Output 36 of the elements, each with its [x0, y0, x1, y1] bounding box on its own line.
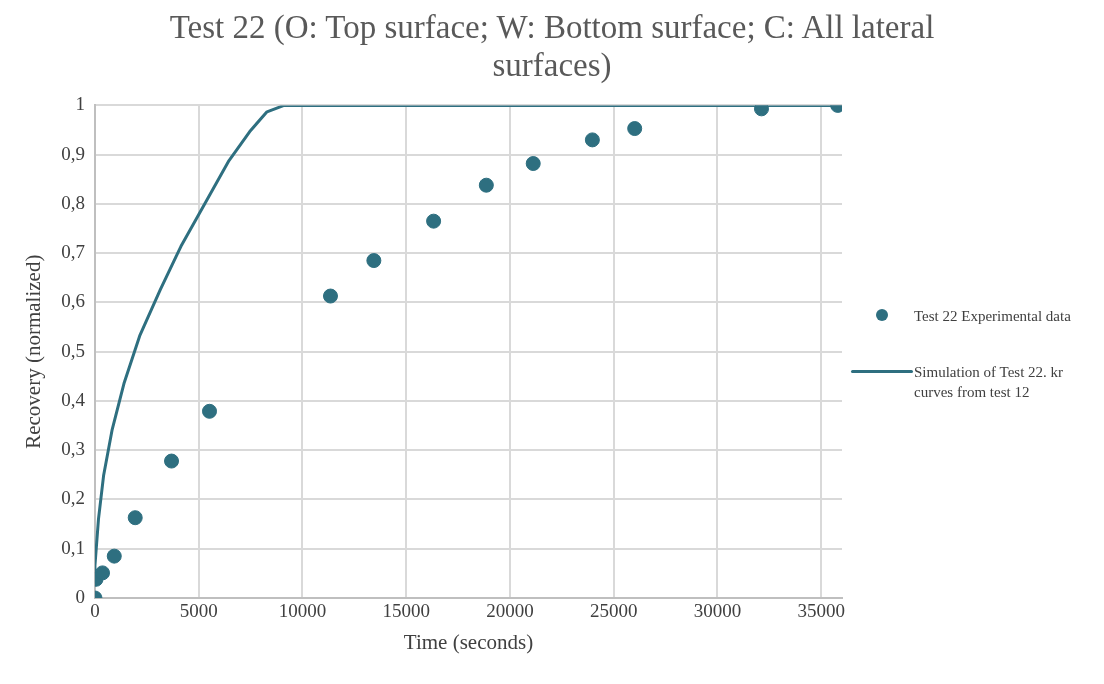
x-tick-label: 20000 — [486, 600, 534, 622]
point — [366, 253, 382, 269]
x-tick-label: 0 — [90, 600, 100, 622]
point — [426, 213, 442, 229]
x-tick-label: 10000 — [278, 600, 327, 622]
x-axis-title: Time (seconds) — [403, 629, 534, 654]
point — [202, 403, 217, 419]
y-tick-label: 0,4 — [61, 388, 86, 410]
x-tick-label: 15000 — [382, 600, 430, 622]
y-tick-label: 0,3 — [61, 438, 85, 460]
x-tick-label: 25000 — [589, 600, 638, 622]
point — [525, 156, 541, 172]
point — [627, 121, 643, 137]
legend-label: Simulation of Test 22. kr curves from test 12 — [914, 363, 1065, 402]
chart-title: Test 22 (O: Top surface; W: Bottom surface; C: All lateral surfaces) — [168, 8, 936, 84]
x-tick-label: 35000 — [797, 600, 845, 622]
y-axis-title: Recovery (normalized) — [21, 254, 46, 449]
x-tick-label: 30000 — [693, 600, 742, 622]
point — [106, 548, 122, 564]
legend-label: Test 22 Experimental data — [914, 307, 1071, 326]
point — [584, 132, 600, 148]
point — [478, 177, 494, 193]
x-tick-label: 5000 — [179, 600, 218, 622]
y-tick-label: 0,8 — [61, 191, 85, 213]
y-tick-label: 0,2 — [61, 487, 85, 509]
point — [127, 510, 143, 526]
y-tick-label: 0,5 — [61, 339, 85, 361]
y-tick-label: 1 — [75, 93, 85, 115]
y-tick-label: 0 — [75, 585, 85, 607]
point — [322, 288, 338, 304]
y-tick-label: 0,7 — [61, 241, 85, 263]
y-tick-label: 0,1 — [61, 536, 85, 558]
y-tick-label: 0,9 — [61, 142, 85, 164]
y-tick-label: 0,6 — [61, 290, 85, 312]
point — [164, 453, 180, 469]
point — [95, 565, 111, 581]
